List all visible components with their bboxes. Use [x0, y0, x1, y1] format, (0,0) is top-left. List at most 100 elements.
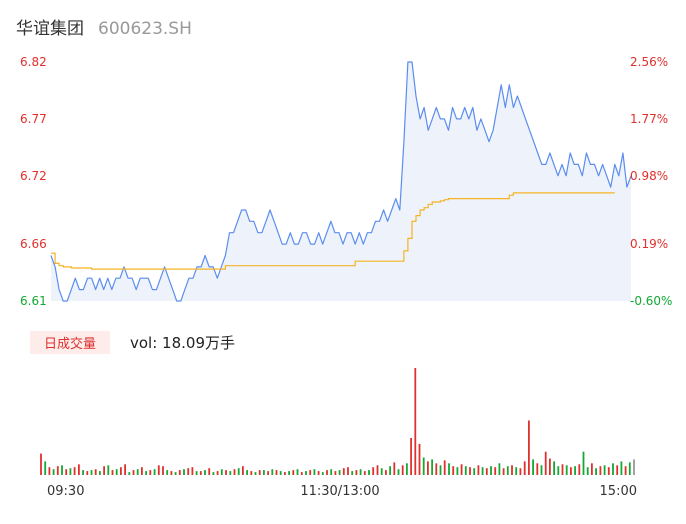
volume-bar — [141, 467, 143, 475]
volume-bar — [317, 471, 320, 475]
volume-bar — [174, 472, 177, 475]
volume-bar — [115, 469, 118, 475]
volume-bar — [540, 465, 543, 475]
volume-bar — [178, 470, 181, 475]
volume-bar — [48, 467, 51, 475]
volume-bar — [633, 459, 635, 475]
volume-bar — [326, 470, 328, 475]
volume-bar — [292, 470, 295, 475]
volume-bar — [267, 471, 269, 475]
volume-bar — [246, 470, 248, 475]
price-area-fill — [51, 62, 631, 301]
volume-bar — [275, 470, 278, 475]
volume-bar — [490, 466, 492, 475]
volume-bar — [532, 459, 534, 475]
stock-header: 华谊集团 600623.SH — [16, 14, 192, 39]
volume-bar — [216, 471, 219, 475]
volume-bar — [456, 467, 459, 475]
volume-chart: 09:30 11:30/13:00 15:00 — [40, 368, 637, 499]
volume-bar — [502, 468, 505, 475]
volume-bar — [99, 471, 101, 475]
volume-bar — [498, 463, 501, 475]
volume-bar — [549, 458, 551, 475]
volume-bar — [321, 472, 324, 475]
volume-bar — [44, 461, 47, 475]
volume-bar — [73, 467, 76, 475]
volume-bar — [401, 465, 404, 475]
volume-bar — [300, 472, 303, 475]
volume-bar — [607, 467, 610, 475]
volume-bar — [111, 470, 114, 475]
volume-bar — [124, 464, 126, 475]
volume-bar — [162, 466, 164, 475]
volume-bar — [258, 470, 261, 475]
volume-bar — [561, 464, 564, 475]
volume-bar — [208, 468, 211, 475]
stock-name: 华谊集团 — [16, 19, 84, 39]
volume-bar — [376, 465, 379, 475]
volume-bar — [128, 472, 131, 475]
volume-bar — [553, 461, 555, 475]
left-axis-ticks: 6.82 6.77 6.72 6.66 6.61 — [20, 55, 47, 308]
volume-bar — [183, 469, 185, 475]
volume-bar — [363, 471, 366, 475]
volume-bar — [284, 472, 286, 475]
y-tick-label-right: 0.19% — [630, 237, 668, 251]
volume-bar — [132, 470, 135, 475]
y-tick-label-left: 6.72 — [20, 169, 47, 183]
y-tick-label-left: 6.61 — [20, 294, 47, 308]
volume-bar — [136, 469, 139, 475]
y-tick-label-right: -0.60% — [630, 294, 672, 308]
x-tick-label: 09:30 — [47, 484, 84, 499]
volume-bar — [536, 463, 539, 475]
volume-bar — [187, 468, 190, 475]
y-tick-label-left: 6.82 — [20, 55, 47, 69]
volume-bar — [586, 467, 589, 475]
volume-bar — [603, 465, 606, 475]
volume-bar — [212, 472, 215, 475]
volume-bar — [296, 469, 299, 475]
y-tick-label-right: 0.98% — [630, 169, 668, 183]
volume-bar — [330, 469, 333, 475]
volume-bar — [94, 469, 97, 475]
price-line-group — [50, 61, 632, 302]
volume-bar — [397, 469, 400, 475]
volume-bar — [422, 457, 425, 475]
volume-bar — [149, 470, 152, 475]
volume-bar — [628, 462, 631, 475]
volume-bar — [153, 469, 156, 475]
volume-bar — [481, 467, 484, 475]
volume-bar — [170, 471, 173, 475]
volume-bar — [565, 465, 568, 475]
volume-bar — [229, 471, 232, 475]
volume-bar — [410, 438, 412, 475]
volume-bar — [439, 465, 442, 475]
volume-bar — [225, 470, 227, 475]
avg-price-line — [51, 192, 615, 270]
volume-bar — [494, 467, 497, 475]
volume-bar — [334, 471, 337, 475]
volume-bar — [191, 467, 194, 475]
volume-bar — [65, 469, 68, 475]
volume-bar — [599, 466, 602, 475]
volume-bar — [435, 463, 438, 475]
volume-bar — [515, 467, 518, 475]
volume-bars — [40, 368, 635, 475]
volume-bar — [448, 463, 450, 475]
volume-bar — [570, 467, 572, 475]
volume-bar — [557, 466, 560, 475]
volume-bar — [313, 469, 316, 475]
volume-bar — [591, 463, 593, 475]
y-tick-label-left: 6.66 — [20, 237, 47, 251]
price-line — [50, 61, 632, 302]
volume-bar — [414, 368, 417, 475]
volume-bar — [242, 466, 244, 475]
volume-bar — [145, 471, 147, 475]
volume-bar — [78, 464, 80, 475]
daily-volume-tab[interactable]: 日成交量 — [30, 331, 110, 354]
volume-bar — [233, 469, 236, 475]
volume-bar — [157, 465, 160, 475]
volume-bar — [443, 460, 446, 475]
volume-bar — [368, 470, 370, 475]
volume-bar — [237, 468, 240, 475]
